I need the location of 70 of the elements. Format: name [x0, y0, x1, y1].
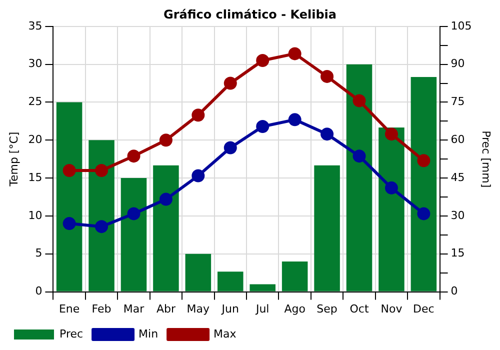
y-tick-label: 10: [28, 208, 42, 222]
y-tick-label: 20: [28, 133, 42, 146]
point: [159, 192, 172, 206]
point: [352, 150, 366, 163]
y2-tick-label: 60: [450, 133, 465, 146]
x-tick-label: Nov: [380, 302, 403, 316]
y-tick-label: 35: [28, 19, 42, 32]
point: [384, 181, 398, 194]
y2-tick-label: 30: [450, 208, 465, 222]
point: [288, 47, 302, 60]
point: [159, 134, 172, 147]
point: [417, 207, 430, 220]
bar: [378, 128, 404, 292]
bar: [120, 178, 147, 292]
y2-tick-label: 0: [450, 284, 458, 298]
point: [127, 150, 140, 163]
x-tick-label: Jul: [254, 302, 270, 316]
bar: [346, 64, 372, 292]
point: [95, 220, 108, 234]
y2-tick-label: 75: [450, 95, 465, 108]
point: [62, 217, 76, 230]
x-tick-label: Ago: [284, 302, 306, 316]
y2-axis-title: Prec [mm]: [480, 130, 493, 188]
y2-tick-label: 45: [450, 170, 465, 184]
x-tick-label: May: [186, 302, 210, 316]
point: [256, 120, 270, 133]
legend-label: Prec: [60, 327, 84, 340]
bar: [314, 165, 340, 292]
point: [288, 113, 302, 126]
bar: [56, 102, 82, 292]
x-tick-label: Jun: [220, 302, 240, 316]
point: [224, 76, 237, 90]
point: [192, 108, 205, 122]
x-tick-label: Abr: [156, 302, 176, 316]
legend-label: Min: [138, 327, 158, 340]
bar: [250, 284, 276, 292]
y2-tick-label: 15: [450, 246, 465, 260]
x-tick-label: Dec: [413, 302, 434, 316]
point: [127, 207, 140, 220]
legend-label: Max: [214, 327, 237, 340]
x-tick-label: Sep: [316, 302, 338, 316]
y2-tick-label: 105: [450, 19, 472, 32]
bar: [410, 76, 437, 292]
point: [62, 164, 76, 177]
bar: [153, 165, 179, 292]
point: [384, 128, 398, 141]
x-tick-label: Oct: [350, 302, 370, 316]
bar: [185, 254, 212, 292]
x-tick-label: Mar: [123, 302, 145, 316]
chart-title: Gráfico climático - Kelibia: [163, 7, 337, 22]
point: [224, 141, 237, 154]
point: [320, 128, 334, 141]
x-tick-label: Feb: [92, 302, 112, 316]
y-tick-label: 0: [35, 284, 42, 298]
x-tick-label: Ene: [58, 302, 80, 316]
point: [352, 94, 366, 108]
point: [256, 54, 270, 68]
bar: [282, 261, 308, 292]
point: [192, 169, 205, 182]
bar: [88, 140, 114, 292]
y-tick-label: 30: [28, 57, 42, 70]
point: [417, 154, 430, 168]
point: [95, 164, 108, 177]
y-axis-title: Temp [°C]: [7, 132, 20, 188]
y2-tick-label: 90: [450, 57, 465, 70]
y-tick-label: 5: [35, 246, 42, 260]
point: [320, 70, 334, 83]
bar: [218, 272, 244, 292]
y-tick-label: 25: [28, 95, 42, 108]
y-tick-label: 15: [28, 170, 42, 184]
